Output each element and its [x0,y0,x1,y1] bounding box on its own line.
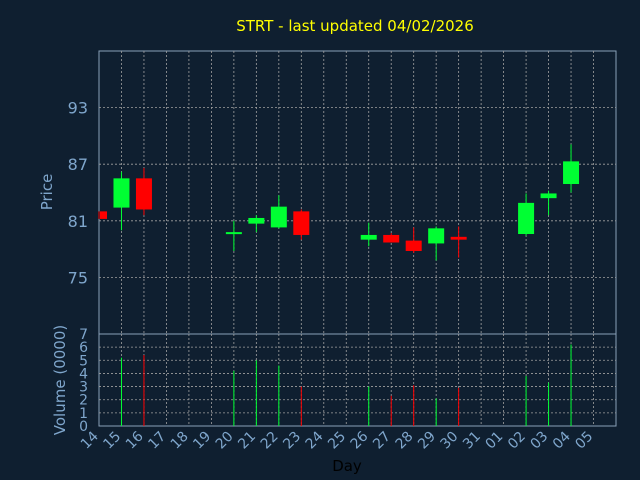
x-tick-label: 05 [572,429,596,453]
x-tick-label: 28 [393,429,417,453]
candle-body [540,193,557,199]
price-y-tick-label: 81 [68,212,88,231]
candle-body [113,178,130,208]
price-y-tick-label: 93 [68,99,88,118]
candle-body [225,232,242,235]
x-tick-label: 31 [460,429,484,453]
price-axis-label: Price [38,174,56,211]
x-tick-label: 25 [325,429,349,453]
x-tick-label: 15 [100,429,124,453]
volume-y-tick-label: 3 [79,380,88,396]
volume-y-tick-label: 6 [79,340,88,356]
volume-y-tick-label: 0 [79,419,88,435]
x-axis-label: Day [332,457,362,475]
price-y-tick-label: 75 [68,268,88,287]
volume-y-tick-label: 4 [79,366,88,382]
price-y-tick-labels: 75 81 87 93 [68,99,88,288]
x-tick-label: 02 [505,429,529,453]
x-tick-labels: 1415161718192021222324252627282930310102… [78,428,596,452]
x-tick-label: 27 [370,429,394,453]
x-tick-label: 17 [145,429,169,453]
candle-body [518,202,535,235]
x-tick-label: 04 [550,428,574,452]
x-tick-label: 29 [415,429,439,453]
candle-body [248,217,265,224]
candle-body [293,211,310,235]
volume-axis-label: Volume (0000) [51,325,69,435]
chart-title: STRT - last updated 04/02/2026 [236,17,474,35]
x-tick-label: 19 [190,429,214,453]
volume-gridlines [99,334,616,426]
x-tick-label: 18 [168,429,192,453]
x-tick-label: 26 [348,428,372,452]
candle-body [270,206,287,228]
candle-body [135,178,152,210]
x-tick-label: 23 [280,429,304,453]
volume-y-tick-label: 7 [79,327,88,343]
x-tick-label: 01 [483,429,507,453]
candle-body [360,234,377,240]
x-tick-label: 21 [235,429,259,453]
x-tick-label: 24 [303,428,327,452]
candle-body [100,211,107,219]
candle-body [428,228,445,244]
volume-bars [120,344,572,426]
volume-y-tick-label: 5 [79,353,88,369]
volume-y-tick-label: 2 [79,393,88,409]
candle-body [450,236,467,240]
volume-y-tick-label: 1 [79,406,88,422]
x-tick-label: 22 [258,429,282,453]
volume-panel-frame [98,333,617,427]
candle-body [405,240,422,251]
x-tick-label: 20 [213,429,237,453]
candle-body [563,161,580,185]
candle-body [383,234,400,243]
candlesticks [98,144,580,261]
price-gridlines [99,51,616,334]
price-panel-frame [98,50,617,335]
x-tick-label: 03 [527,429,551,453]
price-y-tick-label: 87 [68,155,88,174]
x-tick-label: 16 [123,428,147,452]
x-tick-label: 30 [438,429,462,453]
